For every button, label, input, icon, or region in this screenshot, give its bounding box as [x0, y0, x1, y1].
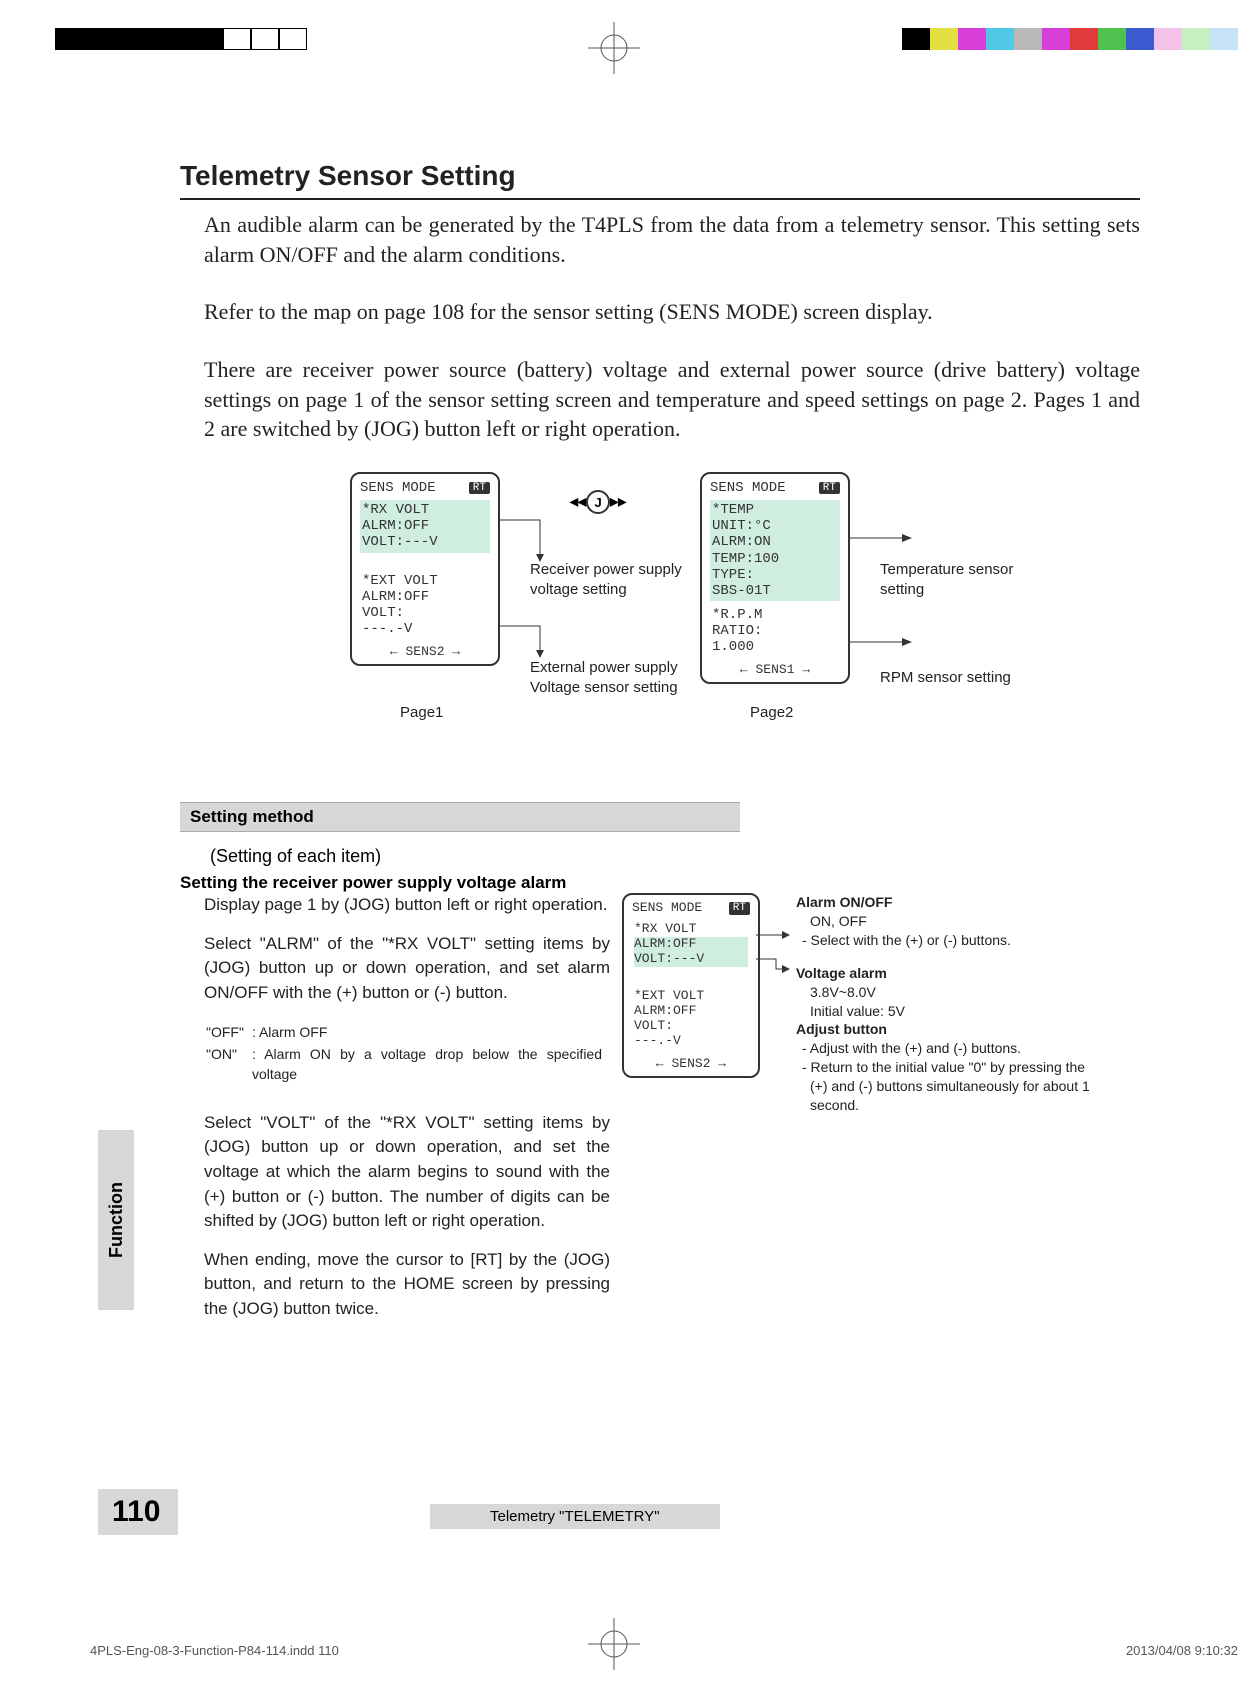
- lcd-page1: SENS MODERT *RX VOLT ALRM:OFF VOLT:---V …: [350, 472, 500, 666]
- page-number: 110: [98, 1489, 178, 1535]
- anno-rpm-sensor: RPM sensor setting: [880, 668, 1080, 688]
- lcd-rx-volt-block: *RX VOLT ALRM:OFF VOLT:---V: [632, 920, 750, 969]
- lcd-page2: SENS MODE RT *TEMP UNIT:°C ALRM:ON TEMP:1…: [700, 472, 850, 684]
- step-1: Display page 1 by (JOG) button left or r…: [180, 893, 610, 918]
- lcd-footer: ← SENS1 →: [710, 663, 840, 678]
- hint-reset: - Return to the initial value "0" by pre…: [796, 1058, 1096, 1115]
- intro-paragraph-1: An audible alarm can be generated by the…: [180, 210, 1140, 269]
- lcd-footer: ← SENS2 →: [632, 1057, 750, 1072]
- arrow-icon: [500, 622, 560, 662]
- print-footer-right: 2013/04/08 9:10:32: [1126, 1643, 1238, 1658]
- jog-label: J: [586, 490, 610, 514]
- value-onoff: ON, OFF: [796, 912, 1096, 931]
- sub-heading: (Setting of each item): [180, 846, 1140, 867]
- registration-right: [902, 28, 1238, 50]
- step-4: When ending, move the cursor to [RT] by …: [180, 1248, 610, 1322]
- kv-key: "OFF": [206, 1022, 250, 1042]
- registration-bar: [0, 28, 1238, 60]
- print-footer-left: 4PLS-Eng-08-3-Function-P84-114.indd 110: [90, 1643, 339, 1658]
- step-3: Select "VOLT" of the "*RX VOLT" setting …: [180, 1111, 610, 1234]
- side-tab-function: Function: [98, 1130, 134, 1310]
- intro-paragraph-3: There are receiver power source (battery…: [180, 355, 1140, 444]
- lcd-ext-volt-block: *EXT VOLT ALRM:OFF VOLT: ---.-V: [632, 987, 750, 1051]
- lcd-rx-volt-block: *RX VOLT ALRM:OFF VOLT:---V: [360, 500, 490, 552]
- label-adjust-button: Adjust button: [796, 1020, 1096, 1039]
- lcd-header: SENS MODE: [360, 480, 436, 496]
- lcd-mid: SENS MODERT *RX VOLT ALRM:OFF VOLT:---V …: [622, 893, 760, 1077]
- page2-caption: Page2: [750, 704, 793, 721]
- anno-ext-power: External power supply Voltage sensor set…: [530, 658, 700, 697]
- page-footer: 110: [98, 1489, 178, 1535]
- anno-temp-sensor: Temperature sensor setting: [880, 560, 1060, 599]
- label-voltage-alarm: Voltage alarm: [796, 964, 1096, 983]
- footer-label: Telemetry "TELEMETRY": [430, 1504, 720, 1529]
- off-on-table: "OFF": Alarm OFF "ON": Alarm ON by a vol…: [180, 1020, 610, 1087]
- page: Telemetry Sensor Setting An audible alar…: [0, 0, 1238, 1685]
- step-2: Select "ALRM" of the "*RX VOLT" setting …: [180, 932, 610, 1006]
- label-alarm-onoff: Alarm ON/OFF: [796, 893, 1096, 912]
- group-voltage-alarm: Voltage alarm 3.8V~8.0V Initial value: 5…: [796, 964, 1096, 1115]
- kv-val: : Alarm ON by a voltage drop below the s…: [252, 1044, 608, 1085]
- kv-key: "ON": [206, 1044, 250, 1085]
- steps-row: Display page 1 by (JOG) button left or r…: [180, 893, 1140, 1336]
- lcd-footer: ← SENS2 →: [360, 645, 490, 660]
- lcd-header: SENS MODE: [710, 480, 786, 496]
- value-voltage-range: 3.8V~8.0V: [796, 983, 1096, 1002]
- arrow-icon: [756, 929, 796, 979]
- anno-receiver-power: Receiver power supply voltage setting: [530, 560, 700, 599]
- lcd-rpm-block: *R.P.M RATIO: 1.000: [710, 605, 840, 657]
- arrow-icon: [500, 516, 560, 566]
- registration-cross-top: [588, 22, 640, 74]
- rt-badge: RT: [729, 902, 750, 915]
- rt-badge: RT: [819, 482, 840, 495]
- chevron-left-icon: ◂◂: [570, 494, 586, 511]
- hint-onoff: - Select with the (+) or (-) buttons.: [796, 931, 1096, 950]
- content-column: Telemetry Sensor Setting An audible alar…: [180, 160, 1140, 1336]
- section-header: Setting method: [180, 802, 740, 832]
- intro-paragraph-2: Refer to the map on page 108 for the sen…: [180, 297, 1140, 327]
- lcd-ext-volt-block: *EXT VOLT ALRM:OFF VOLT: ---.-V: [360, 571, 490, 639]
- chevron-right-icon: ▸▸: [610, 494, 626, 511]
- lcd-header: SENS MODE: [632, 901, 702, 916]
- page-title: Telemetry Sensor Setting: [180, 160, 1140, 200]
- screens-diagram: SENS MODERT *RX VOLT ALRM:OFF VOLT:---V …: [180, 472, 1140, 772]
- steps-right: Alarm ON/OFF ON, OFF - Select with the (…: [796, 893, 1096, 1336]
- side-tab-label: Function: [106, 1182, 127, 1258]
- lcd-temp-block: *TEMP UNIT:°C ALRM:ON TEMP:100 TYPE: SBS…: [710, 500, 840, 601]
- group-alarm-onoff: Alarm ON/OFF ON, OFF - Select with the (…: [796, 893, 1096, 950]
- kv-val: : Alarm OFF: [252, 1022, 608, 1042]
- steps-left: Display page 1 by (JOG) button left or r…: [180, 893, 610, 1336]
- value-voltage-initial: Initial value: 5V: [796, 1002, 1096, 1021]
- step-title: Setting the receiver power supply voltag…: [180, 873, 1140, 893]
- page1-caption: Page1: [400, 704, 443, 721]
- registration-left: [55, 28, 307, 50]
- jog-indicator: ◂◂J▸▸: [570, 490, 626, 514]
- registration-cross-bottom: [588, 1618, 640, 1675]
- steps-mid: SENS MODERT *RX VOLT ALRM:OFF VOLT:---V …: [628, 893, 778, 1336]
- rt-badge: RT: [469, 482, 490, 495]
- hint-adjust: - Adjust with the (+) and (-) buttons.: [796, 1039, 1096, 1058]
